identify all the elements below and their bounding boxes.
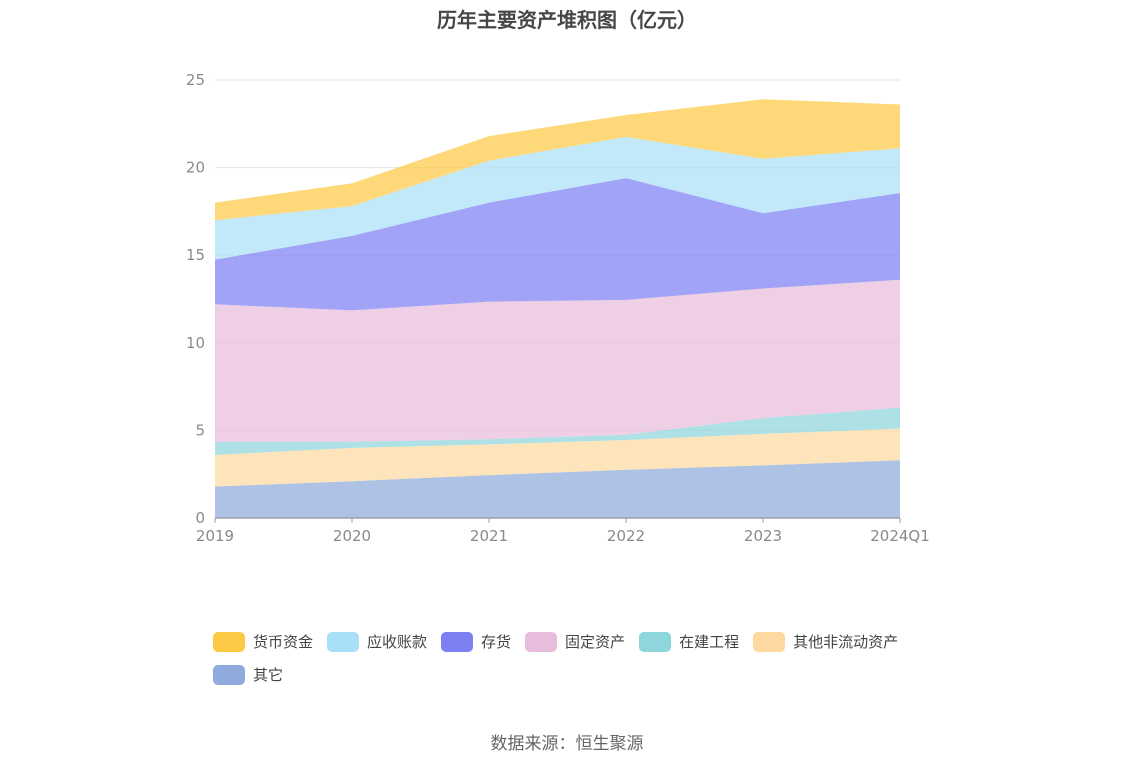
legend-label: 其他非流动资产 (793, 633, 899, 651)
x-tick-label: 2019 (196, 527, 234, 545)
legend-label: 存货 (481, 633, 512, 651)
legend-label: 其它 (253, 666, 284, 684)
legend-item[interactable]: 固定资产 (525, 630, 625, 653)
y-tick-label: 15 (186, 246, 205, 264)
x-tick-label: 2023 (744, 527, 782, 545)
legend-swatch (525, 631, 558, 652)
legend-label: 货币资金 (253, 633, 314, 651)
legend-item[interactable]: 存货 (441, 630, 511, 653)
legend-item[interactable]: 应收账款 (327, 630, 427, 653)
legend-item[interactable]: 在建工程 (639, 630, 739, 653)
legend-label: 在建工程 (679, 633, 740, 651)
legend-item[interactable]: 货币资金 (213, 630, 313, 653)
y-tick-label: 0 (195, 509, 205, 527)
legend-swatch (639, 631, 672, 652)
legend-swatch (213, 631, 245, 652)
stacked-area-chart: 0 5 10 15 20 25 2019 2020 2021 2022 2023 2024Q1 (186, 71, 930, 545)
y-tick-label: 25 (186, 71, 205, 89)
area-series (215, 99, 900, 518)
area-series-3 (215, 279, 900, 442)
x-tick-label: 2024Q1 (870, 527, 930, 545)
data-source: 数据来源：恒生聚源 (490, 734, 644, 754)
legend-swatch (753, 631, 786, 652)
legend-swatch (441, 631, 474, 652)
area-series-5 (215, 136, 900, 260)
area-series-2 (215, 407, 900, 455)
area-series-0 (215, 460, 900, 518)
area-series-1 (215, 428, 900, 487)
legend-item[interactable]: 其它 (213, 663, 283, 686)
area-series-4 (215, 178, 900, 311)
x-tick-label: 2022 (607, 527, 645, 545)
x-tick-label: 2020 (333, 527, 371, 545)
chart-title: 历年主要资产堆积图（亿元） (437, 8, 697, 32)
legend-item[interactable]: 其他非流动资产 (753, 630, 898, 653)
y-tick-label: 10 (186, 334, 205, 352)
y-tick-label: 20 (186, 159, 205, 177)
area-series-6 (215, 99, 900, 221)
legend-swatch (213, 664, 245, 685)
x-tick-label: 2021 (470, 527, 508, 545)
legend-label: 应收账款 (367, 633, 428, 651)
axes: 0 5 10 15 20 25 2019 2020 2021 2022 2023 2024Q1 (186, 71, 930, 545)
y-tick-label: 5 (195, 421, 205, 439)
legend-swatch (327, 631, 360, 652)
legend: 货币资金 应收账款 存货 固定资产 在建工程 其他非流动资产其它 (213, 630, 953, 696)
legend-label: 固定资产 (565, 633, 626, 651)
